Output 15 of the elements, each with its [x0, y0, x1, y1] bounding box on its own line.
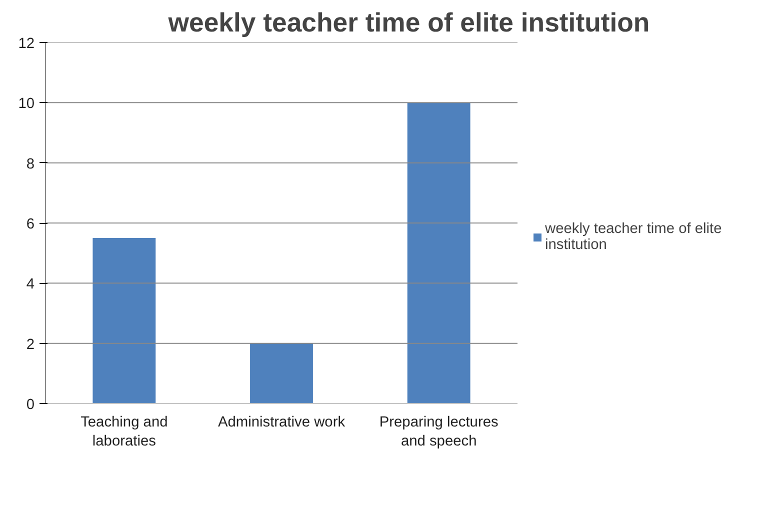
x-tick-label: Preparing lectures and speech [379, 414, 498, 450]
y-tick-label: 0 [26, 397, 35, 413]
bar [250, 343, 313, 404]
y-tick-label: 8 [26, 156, 35, 172]
y-tick-label: 2 [26, 336, 35, 353]
bar [407, 102, 470, 404]
y-tick-label: 10 [18, 96, 35, 112]
x-tick-label: Administrative work [218, 414, 346, 430]
y-tick-label: 4 [26, 276, 35, 293]
bar [92, 238, 156, 404]
chart-title: weekly teacher time of elite institution [167, 8, 650, 38]
x-tick-label: Teaching and laboraties [80, 414, 168, 450]
y-tick-label: 12 [18, 36, 35, 52]
y-tick-label: 6 [26, 216, 35, 232]
legend-label: weekly teacher time of elite institution [545, 221, 722, 253]
